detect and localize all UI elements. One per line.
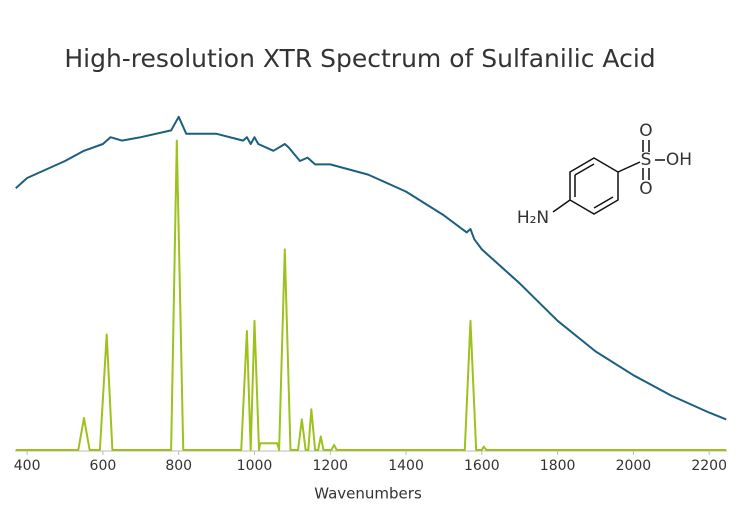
chart-title: High-resolution XTR Spectrum of Sulfanil… [64, 44, 655, 73]
structure [552, 140, 665, 215]
atom-label: O [639, 121, 652, 141]
x-tick-label: 1000 [237, 458, 273, 474]
x-tick-label: 1600 [464, 458, 500, 474]
x-tick-label: 400 [14, 458, 41, 474]
x-tick-label: 1400 [388, 458, 424, 474]
atom-label: O [639, 179, 652, 199]
series-line [15, 139, 727, 451]
atom-label: H₂N [517, 208, 549, 228]
x-tick-label: 1800 [540, 458, 576, 474]
series-line [15, 115, 727, 421]
atom-label: OH [666, 150, 692, 170]
bond [617, 161, 641, 173]
x-tick-label: 600 [90, 458, 117, 474]
atom-label: S [641, 150, 652, 170]
bond [552, 199, 571, 213]
bond [574, 163, 595, 176]
x-axis-label: Wavenumbers [314, 485, 422, 503]
ring [569, 157, 619, 215]
bond [593, 196, 614, 209]
x-tick-label: 1200 [312, 458, 348, 474]
structure-labels: O S OH O H₂N [517, 121, 692, 228]
x-tick-label: 800 [165, 458, 192, 474]
x-tick-label: 2000 [616, 458, 652, 474]
x-tick-label: 2200 [691, 458, 727, 474]
